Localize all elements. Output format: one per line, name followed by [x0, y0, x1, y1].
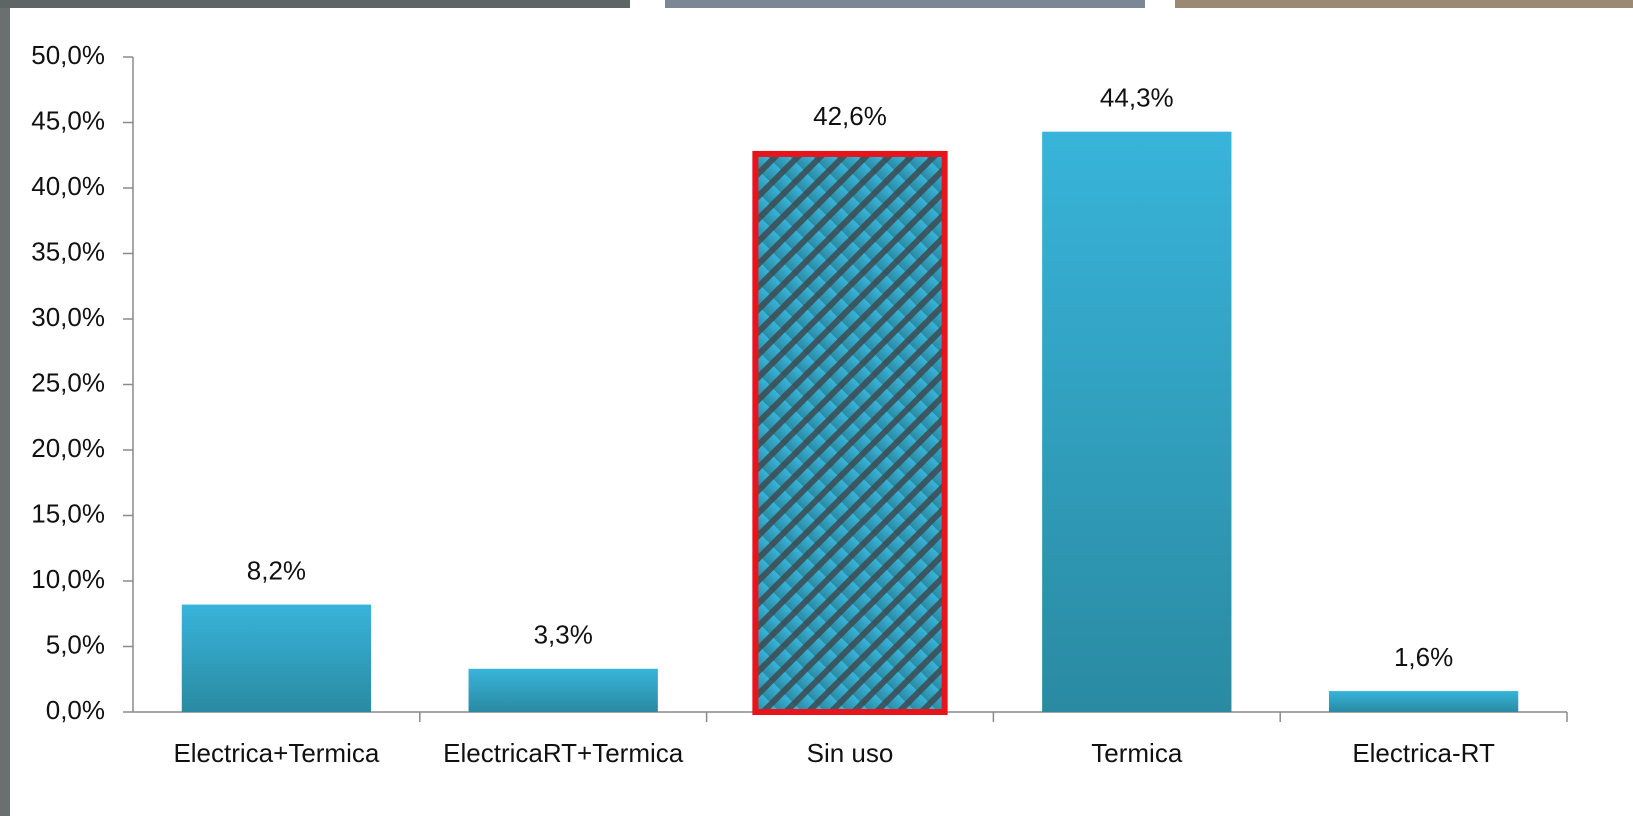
y-tick-label: 35,0% [31, 236, 105, 266]
x-tick-label: Electrica-RT [1352, 738, 1495, 768]
y-tick-label: 40,0% [31, 171, 105, 201]
photo-strip-top [0, 0, 630, 8]
y-tick-label: 5,0% [46, 629, 105, 659]
y-tick-label: 10,0% [31, 564, 105, 594]
x-tick-label: Electrica+Termica [173, 738, 379, 768]
bar [1328, 691, 1519, 712]
value-label: 8,2% [247, 555, 306, 585]
x-tick-label: ElectricaRT+Termica [443, 738, 684, 768]
y-tick-label: 25,0% [31, 367, 105, 397]
highlighted-bar [752, 150, 948, 715]
value-label: 42,6% [813, 101, 887, 131]
y-tick-label: 30,0% [31, 302, 105, 332]
photo-strip-top [665, 0, 1145, 8]
value-label: 3,3% [534, 620, 593, 650]
value-label: 1,6% [1394, 642, 1453, 672]
bar [181, 604, 372, 712]
bar [468, 668, 658, 712]
y-tick-label: 50,0% [31, 40, 105, 70]
photo-strip-top [1175, 0, 1633, 8]
photo-strip-left [0, 0, 10, 816]
y-tick-label: 0,0% [46, 695, 105, 725]
value-label: 44,3% [1100, 83, 1174, 113]
y-tick-label: 20,0% [31, 433, 105, 463]
y-tick-label: 15,0% [31, 498, 105, 528]
x-tick-label: Termica [1091, 738, 1183, 768]
x-tick-label: Sin uso [807, 738, 894, 768]
y-tick-label: 45,0% [31, 105, 105, 135]
bar [1042, 131, 1232, 713]
